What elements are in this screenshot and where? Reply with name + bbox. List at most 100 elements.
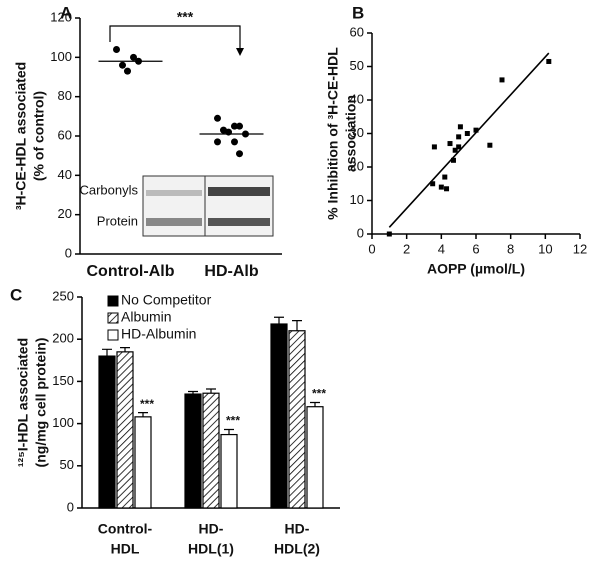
data-point [456, 144, 462, 150]
data-point [499, 77, 505, 83]
legend-swatch [107, 295, 119, 307]
data-point [450, 157, 456, 163]
significance: *** [312, 387, 326, 401]
x-tick-label: 0 [368, 241, 375, 256]
data-point [231, 138, 238, 146]
significance: *** [226, 414, 240, 428]
y-axis-label: (% of control) [31, 91, 47, 181]
x-tick-label: 2 [403, 241, 410, 256]
bar [306, 406, 324, 509]
y-tick-label: 50 [60, 457, 74, 472]
error-bar [102, 348, 112, 357]
x-tick-label: HDL [111, 541, 140, 557]
inset-label: Protein [97, 213, 138, 228]
legend-swatch [107, 329, 119, 341]
data-point [452, 147, 458, 153]
y-tick-label: 30 [350, 125, 364, 140]
error-bar [120, 347, 130, 352]
data-point [546, 58, 552, 64]
legend-label: Albumin [121, 309, 172, 325]
x-tick-label: HD-Alb [204, 263, 258, 280]
bar [184, 393, 202, 509]
bar [288, 330, 306, 509]
bar [98, 355, 116, 509]
panel-label: C [10, 285, 22, 304]
y-tick-label: 0 [67, 499, 74, 514]
bar [270, 323, 288, 509]
x-tick-label: Control-Alb [87, 263, 175, 280]
data-point [487, 142, 493, 148]
x-tick-label: HD- [199, 521, 224, 537]
bar [220, 433, 238, 509]
y-axis-label: ¹²⁵I-HDL associated [15, 338, 31, 467]
bar [134, 416, 152, 509]
data-point [135, 57, 142, 65]
legend-label: HD-Albumin [121, 326, 196, 342]
significance: *** [140, 397, 154, 411]
data-point [231, 122, 238, 130]
data-point [464, 131, 470, 136]
y-tick-label: 60 [58, 127, 72, 142]
y-tick-label: 0 [65, 245, 72, 260]
data-point [457, 124, 463, 130]
y-tick-label: 100 [52, 415, 74, 430]
legend-swatch [107, 312, 119, 324]
data-point [447, 141, 453, 147]
data-point [214, 138, 221, 146]
y-axis-label: % Inhibition of ³H-CE-HDL [325, 47, 341, 220]
error-bar [188, 390, 198, 395]
x-tick-label: HD- [285, 521, 310, 537]
data-point [456, 134, 462, 140]
x-tick-label: HDL(1) [188, 541, 234, 557]
x-tick-label: Control- [98, 521, 153, 537]
data-point [236, 150, 243, 158]
data-point [214, 114, 221, 122]
data-point [444, 186, 450, 192]
error-bar [292, 320, 302, 331]
data-point [113, 45, 120, 53]
error-bar [206, 388, 216, 394]
data-point [386, 231, 392, 237]
y-tick-label: 0 [357, 225, 364, 240]
data-point [242, 130, 249, 138]
data-point [225, 128, 232, 136]
data-point [430, 181, 436, 187]
x-tick-label: 6 [472, 241, 479, 256]
data-point [119, 61, 126, 69]
bracket [109, 25, 241, 52]
data-point [431, 144, 437, 150]
y-tick-label: 20 [350, 158, 364, 173]
y-tick-label: 120 [50, 9, 72, 24]
data-point [130, 53, 137, 61]
x-tick-label: 8 [507, 241, 514, 256]
bar [202, 392, 220, 509]
y-tick-label: 80 [58, 88, 72, 103]
x-tick-label: 10 [538, 241, 552, 256]
y-tick-label: 10 [350, 192, 364, 207]
blot-inset [142, 175, 274, 237]
y-tick-label: 40 [58, 167, 72, 182]
data-point [438, 184, 444, 190]
y-tick-label: 250 [52, 288, 74, 303]
y-axis-label: association [343, 95, 359, 172]
legend-label: No Competitor [121, 292, 212, 308]
error-bar [274, 316, 284, 325]
error-bar [138, 412, 148, 417]
x-axis-label: AOPP (µmol/L) [427, 261, 525, 277]
data-point [124, 67, 131, 75]
bar [116, 351, 134, 509]
x-tick-label: HDL(2) [274, 541, 320, 557]
y-axis-label: (ng/mg cell protein) [33, 338, 49, 468]
error-bar [224, 428, 234, 435]
panel-label: A [60, 3, 72, 22]
x-tick-label: 4 [438, 241, 445, 256]
y-axis-label: ³H-CE-HDL associated [13, 62, 29, 210]
fit-line [388, 52, 550, 228]
data-point [236, 122, 243, 130]
y-tick-label: 40 [350, 91, 364, 106]
y-tick-label: 100 [50, 49, 72, 64]
y-tick-label: 20 [58, 206, 72, 221]
panel-label: B [352, 3, 364, 22]
inset-label: Carbonyls [79, 182, 138, 197]
